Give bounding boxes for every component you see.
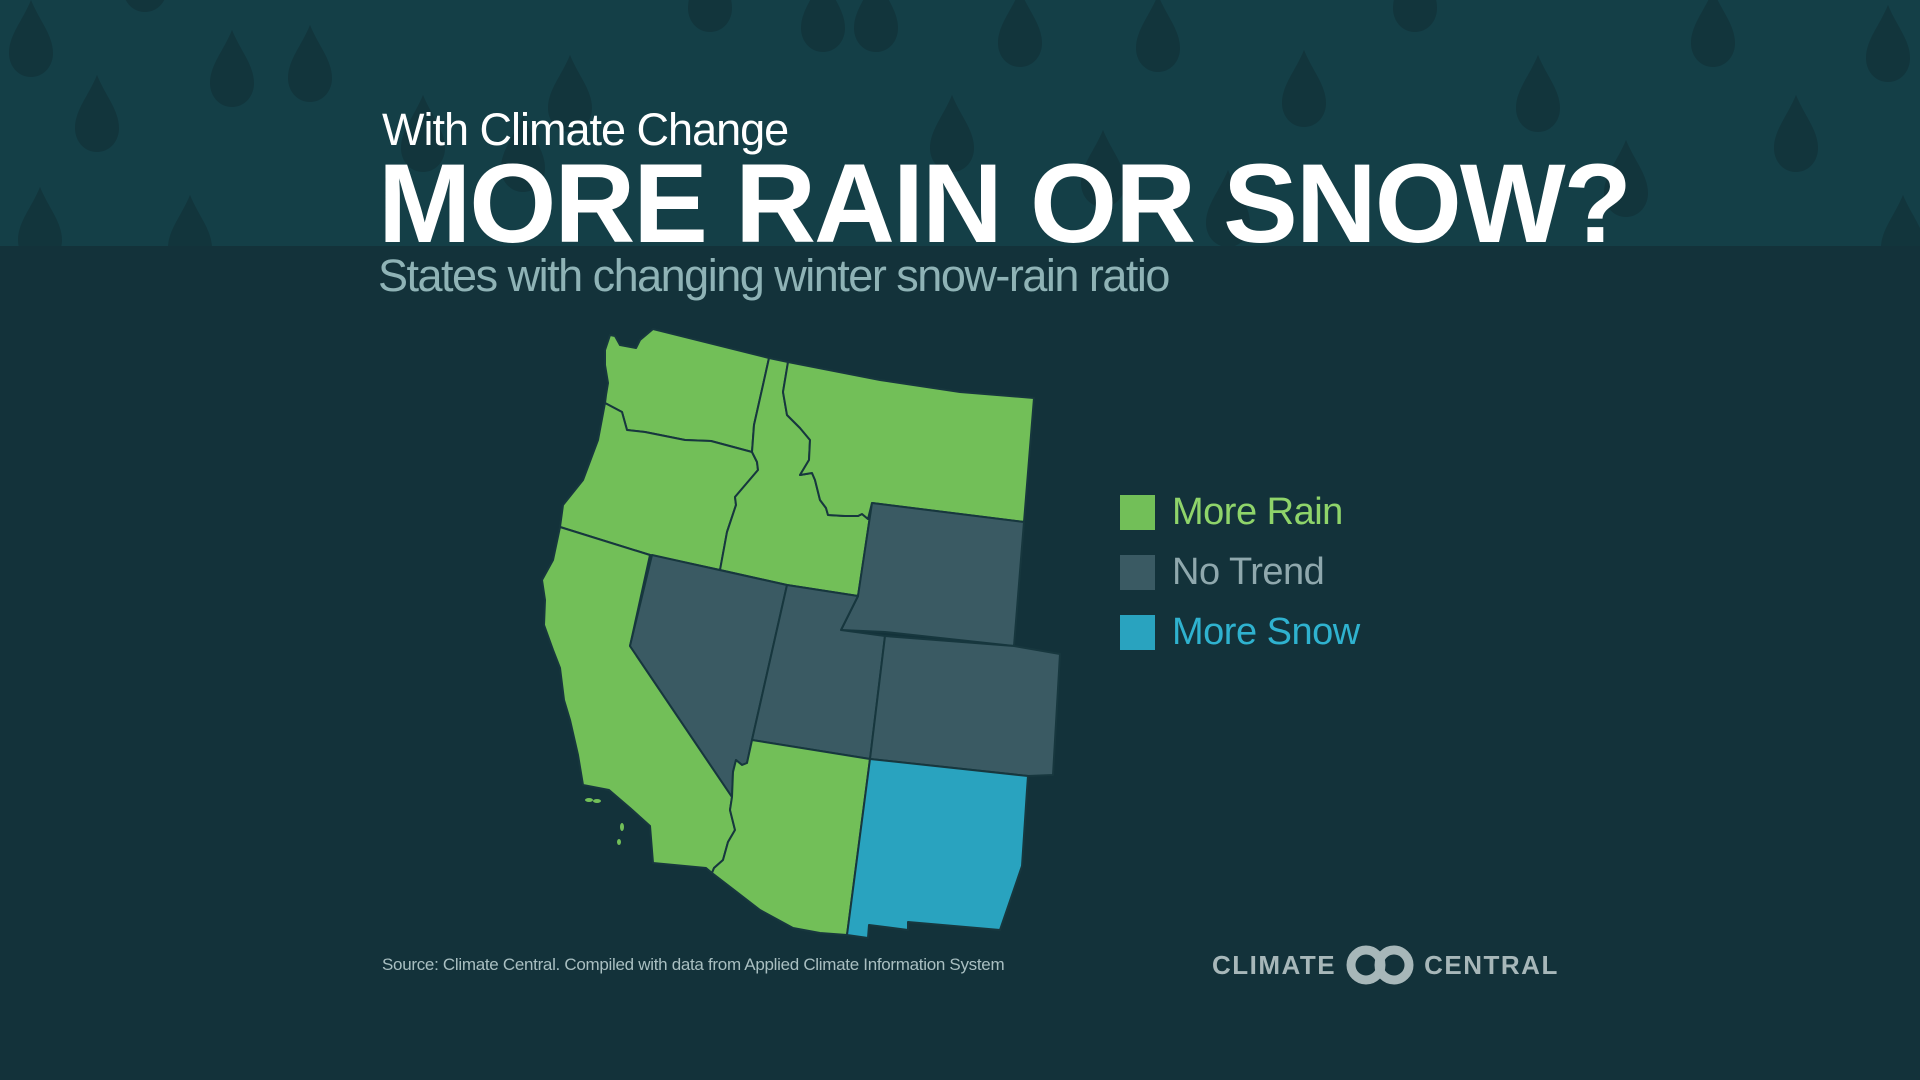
legend-swatch-more-rain xyxy=(1120,494,1155,530)
state-montana[interactable] xyxy=(782,361,1035,523)
legend-item-more-rain: More Rain xyxy=(1120,491,1360,533)
state-new-mexico[interactable] xyxy=(846,758,1029,939)
climate-central-logo: CLIMATE CENTRAL xyxy=(1212,945,1559,985)
legend-label: More Rain xyxy=(1172,490,1343,533)
header-band xyxy=(0,0,1920,246)
legend-item-no-trend: No Trend xyxy=(1120,551,1360,593)
legend-label: No Trend xyxy=(1172,550,1325,593)
state-arizona[interactable] xyxy=(711,739,871,936)
legend-swatch-no-trend xyxy=(1120,554,1155,590)
logo-text-left: CLIMATE xyxy=(1212,949,1337,980)
legend-label: More Snow xyxy=(1172,610,1360,653)
logo-text-right: CENTRAL xyxy=(1424,949,1559,980)
legend-swatch-more-snow xyxy=(1120,614,1155,650)
legend-item-more-snow: More Snow xyxy=(1120,611,1360,653)
channel-islands xyxy=(585,798,624,845)
page-title: MORE RAIN OR SNOW? xyxy=(378,141,1632,266)
interlocking-rings-icon xyxy=(1346,945,1414,985)
map-legend: More Rain No Trend More Snow xyxy=(1120,491,1360,674)
state-wyoming[interactable] xyxy=(840,502,1025,647)
map-subtitle: States with changing winter snow-rain ra… xyxy=(378,250,1170,301)
source-note: Source: Climate Central. Compiled with d… xyxy=(382,955,1005,974)
kicker-heading: With Climate Change xyxy=(382,104,789,155)
state-colorado[interactable] xyxy=(869,635,1061,777)
